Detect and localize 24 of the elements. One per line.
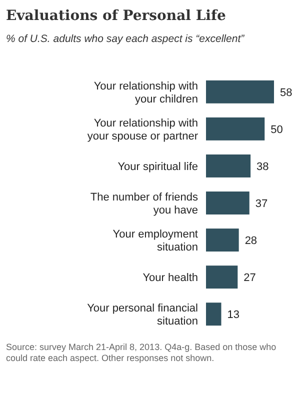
y-tick-label: Your spiritual life [118, 160, 198, 173]
bar [206, 192, 250, 214]
data-label: 58 [280, 86, 292, 99]
bar [206, 266, 238, 289]
source-note: Source: survey March 21-April 8, 2013. Q4a-g. Based on those who could rate each aspect. Other responses not shown. [6, 342, 276, 363]
bar [206, 228, 239, 252]
data-label: 28 [244, 235, 258, 248]
chart-title: Evaluations of Personal Life [6, 8, 226, 24]
bar [206, 80, 274, 104]
y-tick-label: Your personal financial situation [87, 302, 198, 328]
y-tick-label: Your health [142, 272, 198, 284]
data-label: 50 [270, 124, 283, 136]
chart-subtitle: % of U.S. adults who say each aspect is “excellent” [6, 33, 245, 45]
data-label: 27 [244, 272, 256, 284]
data-label: 37 [255, 198, 268, 210]
y-tick-label: Your relationship with your children [94, 80, 198, 106]
y-tick-label: The number of friends you have [90, 192, 198, 216]
bar [206, 302, 222, 326]
data-label: 38 [256, 160, 269, 173]
bar [206, 117, 265, 140]
y-tick-label: Your relationship with your spouse or partner [87, 117, 198, 142]
data-label: 13 [227, 309, 240, 322]
bar [206, 154, 251, 178]
y-tick-label: Your employment situation [112, 228, 198, 254]
